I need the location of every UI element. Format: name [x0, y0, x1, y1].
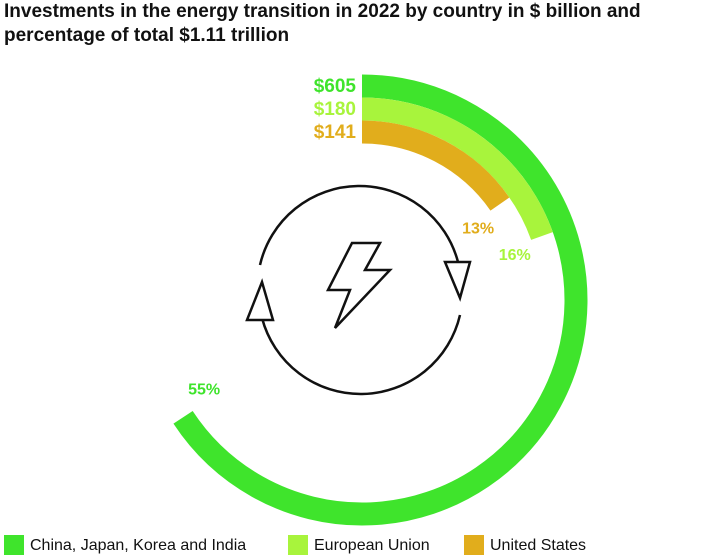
value-label: $605: [314, 76, 357, 97]
arc-bar: [173, 74, 588, 526]
energy-icon: [245, 184, 472, 396]
legend-label: China, Japan, Korea and India: [30, 537, 246, 554]
arc-bar: [361, 120, 510, 211]
value-label: $141: [314, 122, 357, 143]
chart-title: Investments in the energy transition in …: [4, 1, 641, 46]
share-label: 13%: [462, 220, 494, 237]
share-label: 16%: [499, 247, 531, 264]
legend-label: European Union: [314, 537, 430, 554]
share-label: 55%: [188, 382, 220, 399]
legend-swatch: [4, 535, 24, 555]
legend-label: United States: [490, 537, 586, 554]
value-label: $180: [314, 99, 356, 120]
legend-swatch: [288, 535, 308, 555]
legend-swatch: [464, 535, 484, 555]
arc-bar: [361, 97, 553, 240]
